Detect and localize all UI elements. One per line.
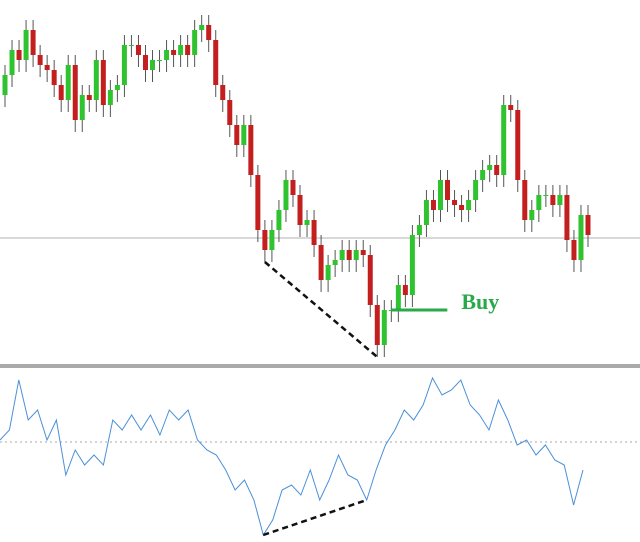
candle-body	[339, 250, 345, 260]
candle-body	[571, 240, 577, 260]
candle-body	[276, 210, 282, 230]
candle-body	[30, 30, 36, 55]
candle-body	[121, 45, 127, 85]
candle-body	[185, 45, 191, 55]
candle-body	[550, 195, 556, 205]
candle-body	[234, 125, 240, 145]
candle-body	[255, 175, 261, 230]
panel-separator	[0, 364, 640, 368]
candle-body	[402, 285, 408, 295]
oscillator-line	[0, 376, 584, 537]
candle-body	[487, 165, 493, 170]
candle-body	[51, 70, 57, 85]
candle-body	[360, 250, 366, 255]
candle-body	[381, 310, 387, 345]
candle-body	[213, 40, 219, 85]
candle-body	[522, 180, 528, 220]
candle-body	[2, 75, 8, 95]
candle-body	[135, 45, 141, 55]
candle-body	[44, 65, 50, 70]
candle-body	[164, 50, 170, 60]
candle-body	[529, 210, 535, 220]
divergence-line	[264, 261, 379, 358]
candle-body	[37, 55, 43, 65]
candle-body	[79, 95, 85, 120]
candle-body	[459, 205, 465, 210]
candle-body	[374, 305, 380, 345]
candle-body	[452, 200, 458, 205]
candle-body	[304, 220, 310, 225]
candle-body	[262, 230, 268, 250]
candle-body	[409, 235, 415, 295]
candle-body	[199, 25, 205, 30]
candle-body	[206, 25, 212, 40]
candle-body	[395, 285, 401, 310]
candle-body	[437, 180, 443, 210]
candle-body	[332, 260, 338, 265]
candle-body	[367, 255, 373, 305]
candle-body	[171, 50, 177, 55]
candle-body	[416, 225, 422, 235]
divergence-line	[262, 498, 368, 537]
candle-body	[16, 50, 22, 60]
candle-body	[423, 200, 429, 225]
candle-body	[536, 195, 542, 210]
candle-body	[227, 100, 233, 125]
candle-body	[142, 55, 148, 70]
candle-body	[501, 105, 507, 175]
candle-body	[65, 65, 71, 100]
candle-body	[297, 195, 303, 225]
candle-body	[269, 230, 275, 250]
candle-body	[58, 85, 64, 100]
candle-body	[290, 180, 296, 195]
candle-body	[241, 125, 247, 145]
candle-body	[585, 215, 591, 235]
candle-body	[346, 250, 352, 260]
candle-body	[220, 85, 226, 100]
candle-body	[325, 265, 331, 280]
candle-body	[318, 245, 324, 280]
candle-body	[107, 90, 113, 105]
candle-body	[93, 60, 99, 100]
candle-body	[557, 195, 563, 205]
candle-body	[114, 85, 120, 90]
candle-body	[178, 45, 184, 55]
candle-body	[150, 60, 156, 70]
candle-body	[86, 95, 92, 100]
candle-body	[508, 105, 514, 110]
candle-body	[515, 110, 521, 180]
candle-body	[248, 125, 254, 175]
candle-body	[494, 165, 500, 175]
candle-body	[473, 180, 479, 200]
candle-body	[283, 180, 289, 210]
candle-body	[466, 200, 472, 210]
candle-body	[72, 65, 78, 120]
candle-body	[578, 215, 584, 260]
candle-body	[157, 60, 163, 61]
candle-body	[128, 45, 134, 46]
candle-body	[445, 180, 451, 200]
candle-body	[430, 200, 436, 210]
candle-body	[9, 50, 15, 75]
candle-body	[311, 220, 317, 245]
buy-label: Buy	[461, 289, 499, 314]
candle-body	[23, 30, 29, 60]
candle-body	[480, 170, 486, 180]
candle-body	[353, 250, 359, 260]
candle-body	[100, 60, 106, 105]
candle-body	[192, 30, 198, 55]
candle-body	[564, 195, 570, 240]
candle-body	[543, 195, 549, 196]
